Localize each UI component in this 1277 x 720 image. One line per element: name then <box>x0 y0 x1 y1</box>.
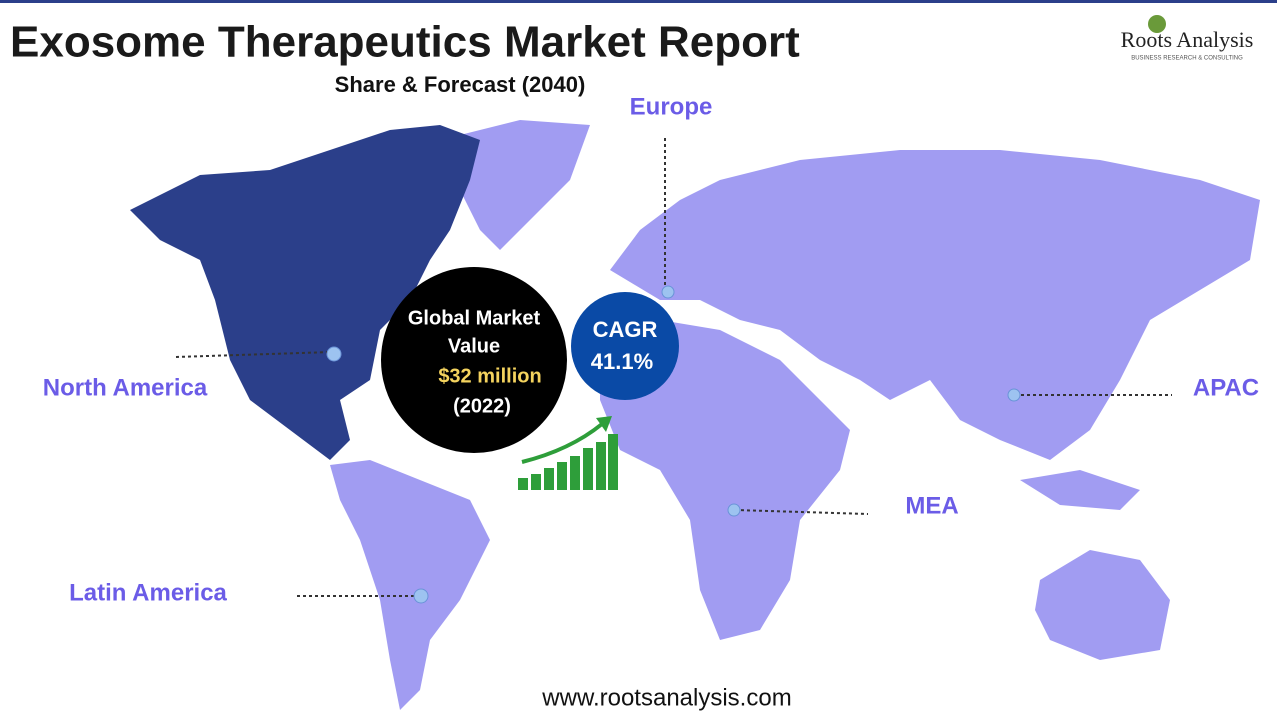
world-map <box>130 120 1260 710</box>
region-dot <box>413 588 429 604</box>
region-dot <box>661 285 675 299</box>
logo-icon <box>1148 15 1166 33</box>
market-label: Global Market <box>408 307 541 329</box>
title: Exosome Therapeutics Market Report <box>10 18 800 67</box>
market-label: Value <box>448 335 500 357</box>
leader-line <box>734 509 869 515</box>
region-dot <box>1007 388 1021 402</box>
cagr-label: CAGR <box>593 317 658 342</box>
top-border <box>0 0 1277 3</box>
africa <box>600 320 850 640</box>
logo-tagline: BUSINESS RESEARCH & CONSULTING <box>1131 56 1243 62</box>
logo-name: Roots Analysis <box>1121 27 1254 52</box>
south-america <box>330 460 490 710</box>
market-year: (2022) <box>453 395 511 417</box>
region-label: Europe <box>630 93 713 120</box>
region-label: APAC <box>1193 374 1259 401</box>
growth-icon <box>518 416 618 490</box>
region-label: Latin America <box>69 579 227 606</box>
greenland <box>440 120 590 250</box>
region-dot <box>727 503 741 517</box>
subtitle: Share & Forecast (2040) <box>335 72 586 97</box>
region-label: North America <box>43 374 208 401</box>
market-circle <box>381 267 567 453</box>
australia <box>1035 550 1170 660</box>
market-value: $32 million <box>438 365 541 387</box>
eurasia <box>610 150 1260 460</box>
footer-url: www.rootsanalysis.com <box>541 684 791 711</box>
north-america <box>130 125 480 460</box>
cagr-circle <box>571 292 679 400</box>
region-label: MEA <box>905 492 958 519</box>
region-dot <box>326 346 342 362</box>
leader-line <box>175 351 333 358</box>
logo: Roots Analysis BUSINESS RESEARCH & CONSU… <box>1121 15 1254 62</box>
indonesia <box>1020 470 1140 510</box>
cagr-value: 41.1% <box>591 349 653 374</box>
